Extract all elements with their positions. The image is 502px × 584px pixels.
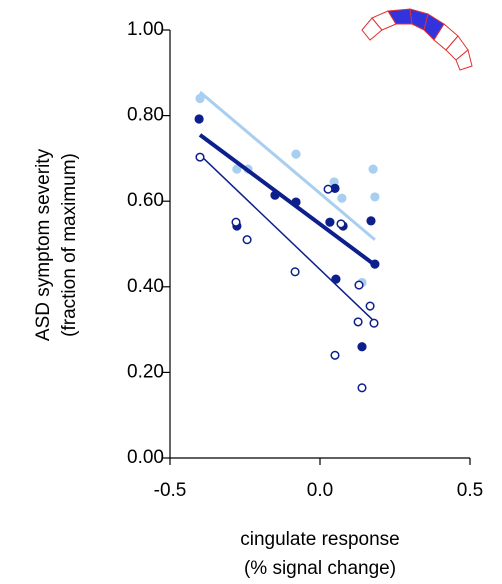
y-tick-label: 0.00	[127, 447, 164, 468]
y-tick-label: 0.60	[127, 190, 164, 211]
point	[365, 301, 375, 311]
point	[330, 350, 340, 360]
point	[369, 318, 379, 328]
point	[194, 114, 204, 124]
y-axis-label: (fraction of maximum)	[59, 153, 80, 337]
x-axis-label: (% signal change)	[244, 558, 396, 579]
point	[357, 383, 367, 393]
point	[357, 342, 367, 352]
point	[195, 93, 205, 104]
x-tick-label: -0.5	[154, 480, 187, 501]
y-tick-label: 1.00	[127, 19, 164, 40]
x-axis-label: cingulate response	[240, 529, 400, 550]
brain-icon	[361, 8, 473, 71]
point	[370, 259, 380, 269]
point	[370, 192, 380, 202]
point	[291, 149, 301, 159]
point	[330, 183, 340, 193]
y-tick-label: 0.20	[127, 361, 164, 382]
point	[366, 216, 376, 226]
y-tick-label: 0.80	[127, 105, 164, 126]
point	[337, 193, 347, 203]
point	[232, 164, 242, 174]
x-tick-label: 0.0	[307, 480, 333, 501]
point	[195, 152, 205, 162]
y-tick-label: 0.40	[127, 276, 164, 297]
point	[323, 184, 333, 194]
trend-line	[199, 90, 376, 241]
trend-line	[199, 154, 376, 323]
point	[290, 267, 300, 277]
point	[354, 280, 364, 290]
x-tick-label: 0.5	[457, 480, 483, 501]
point	[353, 317, 363, 327]
trend-line	[198, 133, 377, 267]
y-axis-label: ASD symptom severity	[33, 148, 54, 341]
point	[270, 190, 280, 200]
point	[291, 197, 301, 207]
point	[336, 219, 346, 229]
point	[242, 235, 252, 245]
point	[368, 164, 378, 174]
point	[331, 274, 341, 284]
point	[325, 217, 335, 227]
point	[231, 217, 241, 227]
